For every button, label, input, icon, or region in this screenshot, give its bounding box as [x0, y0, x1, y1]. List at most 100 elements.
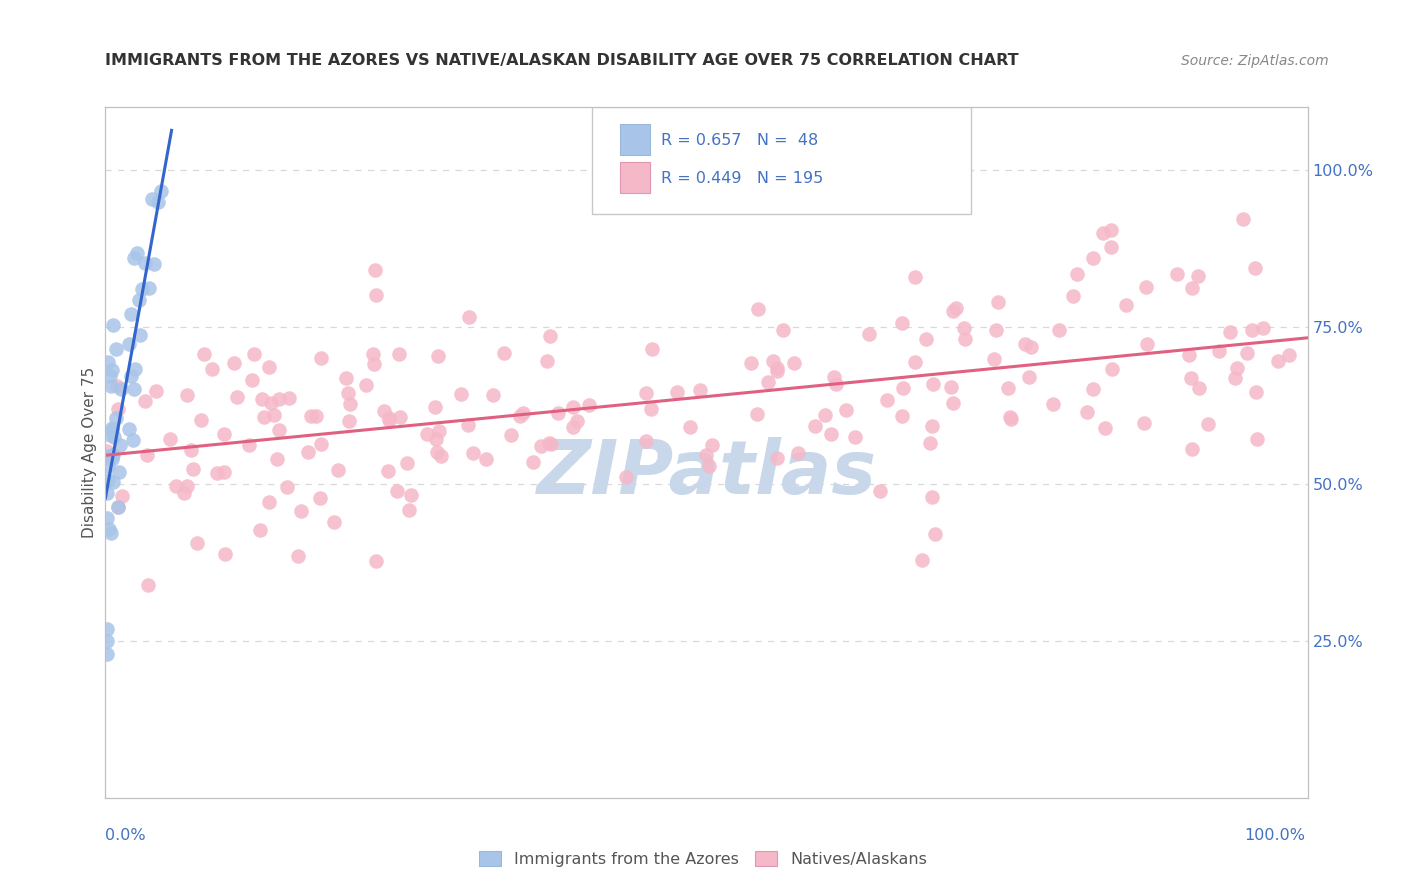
- Point: [697, 459, 720, 474]
- Point: [176, 388, 198, 402]
- Point: [98, 450, 121, 465]
- Point: [124, 361, 146, 376]
- Point: [96, 485, 118, 500]
- Point: [1135, 280, 1157, 294]
- Point: [1099, 239, 1122, 253]
- Point: [1042, 397, 1064, 411]
- Point: [565, 414, 588, 428]
- Point: [1278, 348, 1301, 362]
- Point: [522, 454, 544, 468]
- Point: [1014, 337, 1036, 351]
- Point: [547, 406, 569, 420]
- Point: [911, 552, 934, 566]
- Point: [361, 347, 384, 361]
- Point: [679, 420, 702, 434]
- FancyBboxPatch shape: [592, 107, 972, 214]
- Point: [97, 522, 120, 536]
- Point: [250, 392, 273, 406]
- Point: [105, 410, 128, 425]
- Point: [101, 363, 124, 377]
- Point: [783, 356, 806, 370]
- Point: [920, 436, 942, 450]
- Point: [128, 293, 150, 308]
- Point: [378, 413, 401, 427]
- Point: [942, 303, 965, 318]
- Point: [134, 256, 156, 270]
- Point: [614, 470, 637, 484]
- Point: [121, 434, 143, 448]
- Point: [309, 491, 332, 505]
- Point: [1081, 251, 1104, 265]
- Point: [1018, 369, 1040, 384]
- Point: [578, 398, 600, 412]
- Point: [641, 342, 664, 356]
- Point: [772, 323, 794, 337]
- Point: [373, 404, 395, 418]
- Point: [103, 430, 125, 444]
- Point: [101, 448, 124, 462]
- Bar: [620, 162, 650, 194]
- Point: [134, 394, 156, 409]
- Point: [509, 409, 531, 423]
- Point: [416, 427, 439, 442]
- Point: [536, 354, 558, 368]
- Point: [98, 369, 121, 384]
- Point: [1243, 261, 1265, 276]
- Point: [634, 434, 657, 448]
- Point: [1062, 289, 1084, 303]
- Point: [1000, 412, 1022, 426]
- Point: [891, 381, 914, 395]
- Point: [107, 465, 129, 479]
- Point: [238, 438, 260, 452]
- Point: [299, 409, 322, 423]
- Point: [695, 448, 717, 462]
- Point: [387, 483, 409, 498]
- Point: [987, 294, 1010, 309]
- Text: IMMIGRANTS FROM THE AZORES VS NATIVE/ALASKAN DISABILITY AGE OVER 75 CORRELATION : IMMIGRANTS FROM THE AZORES VS NATIVE/ALA…: [105, 53, 1019, 68]
- Point: [364, 263, 387, 277]
- Point: [96, 622, 118, 636]
- Point: [475, 452, 498, 467]
- Point: [1019, 340, 1042, 354]
- Point: [481, 387, 503, 401]
- Point: [540, 437, 562, 451]
- Point: [107, 500, 129, 514]
- Point: [1219, 325, 1241, 339]
- Bar: [620, 124, 650, 155]
- Point: [266, 452, 288, 467]
- Point: [1047, 323, 1070, 337]
- Point: [430, 449, 453, 463]
- Point: [378, 411, 401, 425]
- Point: [165, 479, 187, 493]
- Point: [107, 500, 129, 515]
- Point: [143, 256, 166, 270]
- Point: [1181, 442, 1204, 456]
- Point: [423, 400, 446, 414]
- Point: [309, 351, 332, 365]
- Point: [858, 326, 880, 341]
- Text: ZIPatlas: ZIPatlas: [537, 437, 876, 510]
- Point: [1223, 371, 1246, 385]
- Point: [263, 408, 285, 422]
- Point: [120, 307, 142, 321]
- Point: [322, 515, 344, 529]
- Point: [512, 406, 534, 420]
- Point: [457, 417, 479, 432]
- Point: [180, 442, 202, 457]
- Point: [820, 426, 842, 441]
- Point: [1244, 385, 1267, 400]
- Point: [401, 488, 423, 502]
- Point: [159, 432, 181, 446]
- Point: [173, 486, 195, 500]
- Point: [457, 310, 479, 325]
- Point: [922, 376, 945, 391]
- Point: [377, 464, 399, 478]
- Point: [427, 349, 450, 363]
- Point: [101, 421, 124, 435]
- Point: [257, 494, 280, 508]
- Point: [190, 412, 212, 426]
- Point: [997, 381, 1019, 395]
- Point: [387, 347, 409, 361]
- Point: [1197, 417, 1219, 431]
- Point: [825, 376, 848, 391]
